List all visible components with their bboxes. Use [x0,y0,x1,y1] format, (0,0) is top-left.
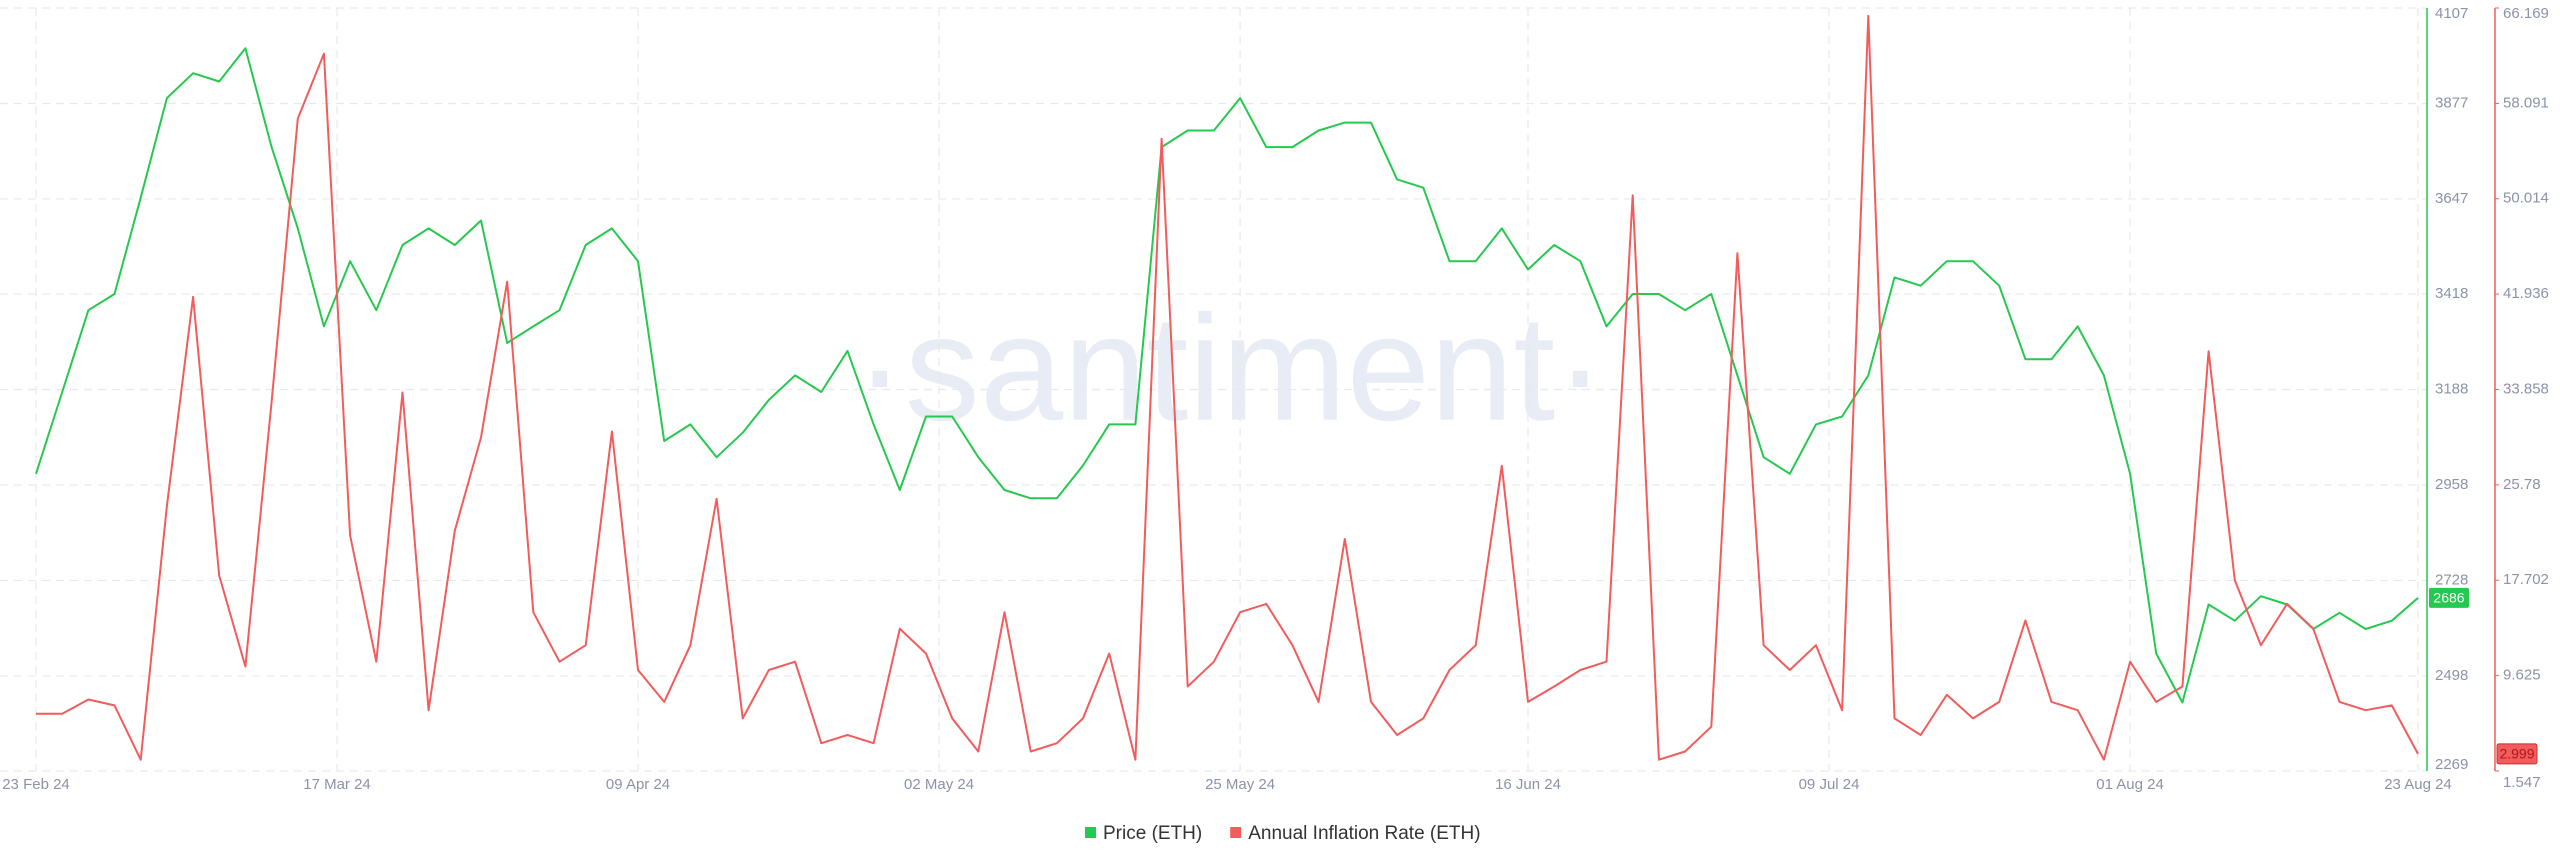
x-tick-label: 01 Aug 24 [2096,776,2164,793]
series-line [36,14,2419,761]
grid [0,7,2427,772]
legend-swatch [1230,827,1242,838]
last-value-label: 2.999 [2499,746,2534,762]
x-tick-label: 25 May 24 [1205,776,1275,793]
x-tick-label: 23 Aug 24 [2384,776,2452,793]
legend-label: Price (ETH) [1103,823,1202,844]
y2-tick-label: 50.014 [2503,190,2549,207]
y-tick-label: 3188 [2435,380,2468,397]
x-tick-label: 17 Mar 24 [303,776,371,793]
y2-tick-label: 17.702 [2503,571,2549,588]
y2-tick-label: 41.936 [2503,285,2549,302]
y2-tick-label: 9.625 [2503,667,2541,684]
legend-swatch [1085,827,1096,838]
watermark: ·santiment· [855,284,1605,452]
y-tick-label: 2498 [2435,667,2468,684]
y-tick-label: 2728 [2435,571,2468,588]
y-tick-label: 2958 [2435,476,2468,493]
last-value-badge [2429,587,2469,608]
y2-tick-label: 25.78 [2503,476,2541,493]
y2-tick-label: 1.547 [2503,774,2541,791]
y-tick-label: 3418 [2435,285,2468,302]
y-tick-label: 2269 [2435,756,2468,773]
y-tick-label: 3877 [2435,94,2468,111]
y-tick-label: 3647 [2435,190,2468,207]
series-line [35,47,2419,704]
x-tick-label: 09 Apr 24 [606,776,670,793]
x-tick-label: 23 Feb 24 [2,776,70,793]
x-tick-label: 16 Jun 24 [1495,776,1561,793]
y2-tick-label: 58.091 [2503,94,2549,111]
y-tick-label: 4107 [2435,5,2468,22]
legend-label: Annual Inflation Rate (ETH) [1248,823,1480,844]
x-tick-label: 02 May 24 [904,776,974,793]
y2-tick-label: 33.858 [2503,380,2549,397]
last-value-badge [2496,743,2538,765]
y2-tick-label: 66.169 [2503,5,2549,22]
x-tick-label: 09 Jul 24 [1799,776,1860,793]
last-value-label: 2686 [2433,590,2464,606]
